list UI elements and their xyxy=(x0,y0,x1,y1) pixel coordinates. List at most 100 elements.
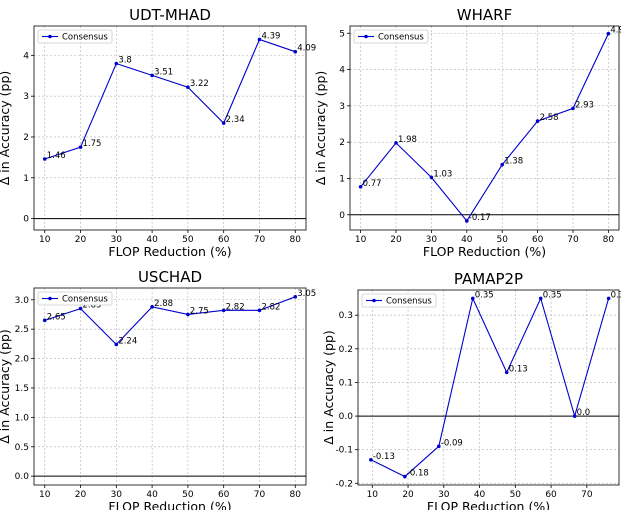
x-tick-label: 70 xyxy=(254,235,266,245)
legend-marker xyxy=(372,298,376,303)
data-label: 3.22 xyxy=(190,79,209,89)
x-tick-label: 80 xyxy=(290,235,302,245)
data-label: 2.82 xyxy=(261,302,280,312)
y-axis-label: Δ in Accuracy (pp) xyxy=(313,71,328,186)
y-tick-label: 3 xyxy=(23,92,29,102)
x-tick-label: 50 xyxy=(182,490,194,500)
x-tick-label: 50 xyxy=(510,490,522,500)
x-tick-label: 30 xyxy=(426,235,438,245)
y-tick-label: 0.5 xyxy=(15,443,29,453)
x-tick-label: 70 xyxy=(254,490,266,500)
data-label: 1.98 xyxy=(398,135,417,145)
legend-label: Consensus xyxy=(378,33,424,43)
data-point xyxy=(114,61,119,66)
series-line xyxy=(370,296,610,478)
y-tick-label: 4 xyxy=(23,51,29,61)
data-label: 0.35 xyxy=(543,290,562,300)
chart-4: 10 20 30 40 50 60 70 -0.2 -0.1 0.0 0.1 0.2 0.3 PAMAP2… xyxy=(321,270,621,510)
x-tick-label: 40 xyxy=(146,235,158,245)
data-point xyxy=(221,308,226,313)
data-point xyxy=(572,414,577,418)
chart-title: WHARF xyxy=(457,6,512,24)
data-label: 4.09 xyxy=(297,44,316,54)
data-point xyxy=(606,31,611,36)
y-tick-label: 0.0 xyxy=(339,412,354,422)
data-point xyxy=(394,141,398,145)
x-tick-label: 50 xyxy=(496,235,508,245)
data-point xyxy=(429,175,434,180)
data-point xyxy=(186,312,190,317)
plot-frame xyxy=(33,25,307,231)
legend-box xyxy=(37,291,113,306)
data-label: 3.51 xyxy=(154,67,173,77)
x-tick-label: 40 xyxy=(146,490,158,500)
data-label: 4.99 xyxy=(610,26,621,36)
legend-label: Consensus xyxy=(62,295,108,305)
x-tick-label: 40 xyxy=(461,235,473,245)
data-label: 1.75 xyxy=(83,139,102,149)
y-tick-label: 1.5 xyxy=(15,384,29,394)
y-tick-label: 0 xyxy=(23,215,29,225)
data-point xyxy=(470,296,475,301)
x-tick-label: 10 xyxy=(39,235,51,245)
data-label: 0.35 xyxy=(611,290,621,300)
x-tick-label: 10 xyxy=(39,490,51,500)
legend: Consensus xyxy=(37,291,113,306)
x-tick-label: 20 xyxy=(75,490,87,500)
chart-title: UDT-MHAD xyxy=(129,6,211,24)
data-point xyxy=(500,162,504,167)
x-tick-label: 30 xyxy=(111,235,123,245)
data-point xyxy=(358,185,363,189)
x-axis-label: FLOP Reduction (%) xyxy=(108,499,231,510)
x-tick-label: 80 xyxy=(603,235,615,245)
data-point xyxy=(257,308,262,313)
data-point xyxy=(504,370,509,375)
data-point xyxy=(465,219,469,223)
data-point xyxy=(535,119,540,123)
data-point xyxy=(369,457,373,462)
data-point xyxy=(78,145,83,149)
series-line xyxy=(44,296,296,346)
legend-box xyxy=(353,29,429,44)
data-point xyxy=(257,37,262,42)
series-line xyxy=(44,38,296,160)
data-point xyxy=(571,106,575,111)
chart-2: 10 20 30 40 50 60 70 80 0 1 2 3 4 5 WHARF FLOP Reductio… xyxy=(313,6,621,259)
chart-3: 10 20 30 40 50 60 70 80 0.0 0.5 1.0 1.5 2.0 2.5 3.0 USC… xyxy=(0,268,316,510)
data-point xyxy=(538,296,543,301)
chart-title: PAMAP2P xyxy=(454,270,523,288)
y-tick-label: 1 xyxy=(23,174,29,184)
chart-title: USCHAD xyxy=(138,268,202,286)
x-tick-label: 30 xyxy=(438,490,450,500)
y-tick-label: 2.0 xyxy=(15,355,30,365)
data-label: 3.8 xyxy=(118,56,132,66)
series-line xyxy=(360,33,609,222)
data-label: 2.34 xyxy=(226,115,245,125)
data-point xyxy=(437,444,441,449)
x-tick-label: 60 xyxy=(532,235,544,245)
legend-label: Consensus xyxy=(62,33,108,43)
y-tick-label: 0.3 xyxy=(339,311,353,321)
legend: Consensus xyxy=(361,293,437,308)
data-point xyxy=(114,342,119,347)
data-label: 1.38 xyxy=(504,157,523,167)
data-point xyxy=(42,157,47,161)
data-point xyxy=(150,305,154,309)
data-label: 0.13 xyxy=(509,364,528,374)
data-label: 3.05 xyxy=(297,289,316,299)
data-label: 2.88 xyxy=(154,299,173,309)
y-tick-label: 2 xyxy=(23,133,29,143)
x-tick-label: 20 xyxy=(402,490,414,500)
x-tick-label: 10 xyxy=(355,235,367,245)
data-label: -0.09 xyxy=(441,438,463,448)
y-tick-label: 3.0 xyxy=(15,296,30,306)
y-tick-label: 5 xyxy=(339,29,345,39)
x-axis-label: FLOP Reduction (%) xyxy=(427,499,550,510)
data-label: 0.35 xyxy=(475,290,494,300)
plot-frame xyxy=(349,25,620,231)
legend-box xyxy=(361,293,437,308)
x-tick-label: 70 xyxy=(567,235,579,245)
x-tick-label: 40 xyxy=(474,490,486,500)
data-point xyxy=(293,295,298,299)
